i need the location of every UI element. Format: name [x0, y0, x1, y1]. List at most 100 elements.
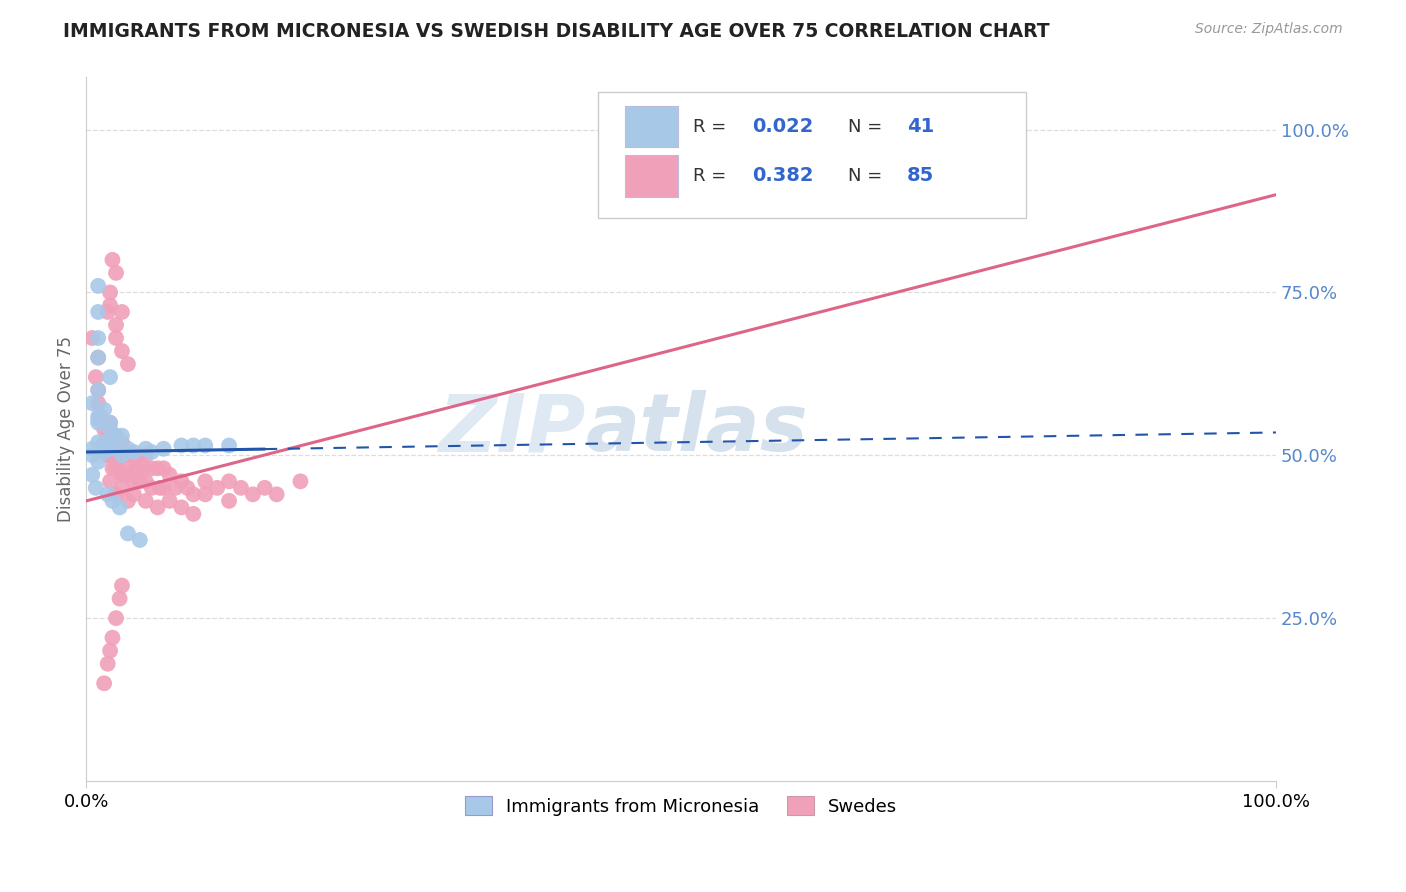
Point	[93, 676, 115, 690]
Point	[170, 438, 193, 452]
Point	[87, 412, 110, 426]
Point	[108, 442, 131, 456]
Point	[146, 500, 169, 515]
Point	[122, 448, 145, 462]
Point	[117, 526, 139, 541]
Point	[105, 428, 128, 442]
Point	[218, 475, 240, 489]
Point	[183, 487, 205, 501]
Point	[111, 344, 134, 359]
Text: R =: R =	[693, 167, 733, 185]
Point	[105, 461, 128, 475]
Point	[141, 461, 163, 475]
Point	[117, 494, 139, 508]
Point	[194, 487, 217, 501]
Point	[128, 475, 150, 489]
Point	[141, 445, 163, 459]
Text: ZIP: ZIP	[439, 390, 586, 468]
Point	[170, 475, 193, 489]
Point	[105, 428, 128, 442]
Point	[111, 428, 134, 442]
Point	[97, 657, 120, 671]
Point	[105, 266, 128, 280]
Point	[97, 305, 120, 319]
Point	[105, 318, 128, 332]
Point	[93, 422, 115, 436]
Point	[87, 416, 110, 430]
Point	[117, 442, 139, 456]
Point	[183, 438, 205, 452]
Point	[128, 533, 150, 547]
Point	[98, 285, 121, 300]
Point	[121, 461, 143, 475]
Point	[149, 481, 172, 495]
Point	[97, 428, 120, 442]
Point	[93, 402, 115, 417]
Point	[111, 448, 134, 462]
Point	[87, 455, 110, 469]
Point	[105, 448, 128, 462]
Point	[105, 487, 128, 501]
Point	[183, 507, 205, 521]
Point	[82, 442, 104, 456]
Point	[125, 461, 148, 475]
Point	[87, 383, 110, 397]
Point	[98, 435, 121, 450]
Point	[98, 422, 121, 436]
Point	[87, 279, 110, 293]
Point	[122, 445, 145, 459]
Point	[117, 357, 139, 371]
Point	[135, 442, 157, 456]
Point	[111, 305, 134, 319]
Point	[112, 448, 135, 462]
Point	[98, 416, 121, 430]
Point	[84, 370, 107, 384]
Text: 41: 41	[907, 117, 935, 136]
Point	[98, 442, 121, 456]
Point	[290, 475, 312, 489]
Point	[128, 448, 150, 462]
FancyBboxPatch shape	[626, 155, 678, 197]
Point	[117, 448, 139, 462]
Point	[87, 305, 110, 319]
Point	[218, 438, 240, 452]
Point	[101, 252, 124, 267]
Point	[93, 445, 115, 459]
Point	[141, 481, 163, 495]
Point	[97, 448, 120, 462]
Point	[101, 631, 124, 645]
Point	[98, 448, 121, 462]
Point	[218, 494, 240, 508]
Point	[122, 487, 145, 501]
Point	[159, 494, 181, 508]
FancyBboxPatch shape	[598, 92, 1026, 219]
Point	[82, 331, 104, 345]
Point	[194, 438, 217, 452]
Point	[87, 435, 110, 450]
Point	[105, 435, 128, 450]
Point	[84, 481, 107, 495]
Point	[135, 448, 157, 462]
Point	[146, 461, 169, 475]
Point	[98, 298, 121, 312]
Point	[152, 442, 174, 456]
Legend: Immigrants from Micronesia, Swedes: Immigrants from Micronesia, Swedes	[456, 788, 907, 825]
Point	[93, 416, 115, 430]
Point	[82, 467, 104, 482]
Text: 0.382: 0.382	[752, 167, 814, 186]
Point	[111, 578, 134, 592]
Text: N =: N =	[848, 167, 887, 185]
Point	[82, 396, 104, 410]
Text: R =: R =	[693, 118, 733, 136]
Point	[135, 475, 157, 489]
Point	[87, 351, 110, 365]
Point	[101, 435, 124, 450]
Point	[122, 475, 145, 489]
Point	[87, 396, 110, 410]
Point	[111, 435, 134, 450]
Point	[98, 475, 121, 489]
Text: N =: N =	[848, 118, 887, 136]
Point	[266, 487, 288, 501]
Point	[242, 487, 264, 501]
Point	[93, 435, 115, 450]
